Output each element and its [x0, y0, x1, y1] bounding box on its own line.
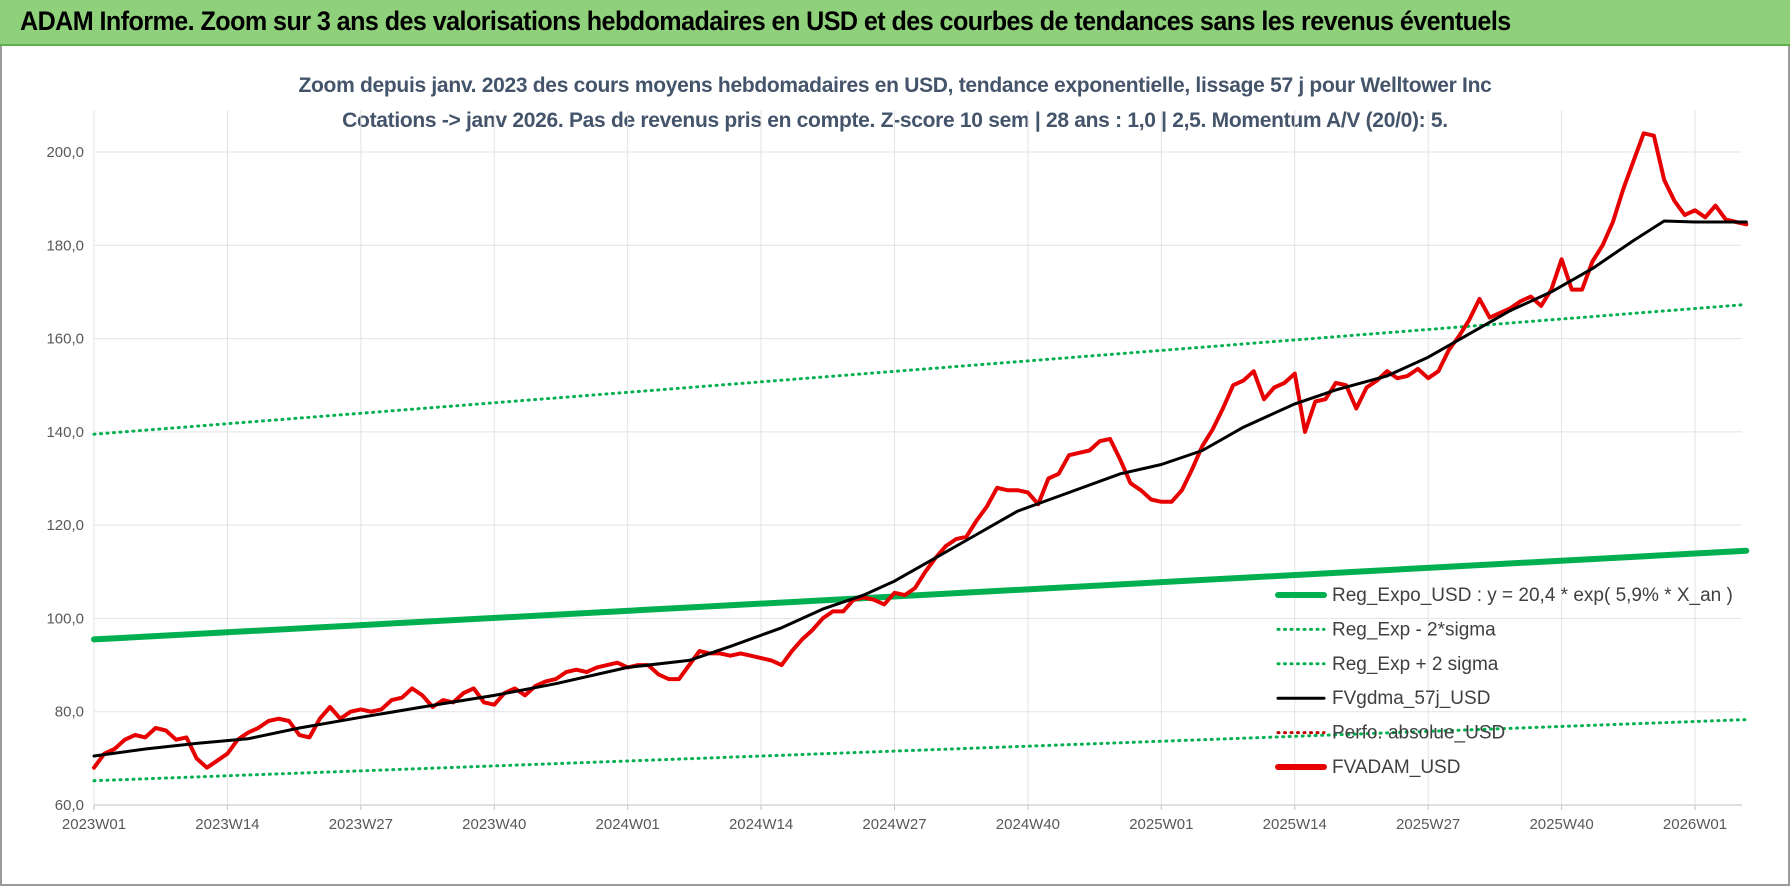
x-tick-label: 2026W01 [1663, 816, 1727, 833]
x-tick-label: 2025W27 [1396, 816, 1460, 833]
x-tick-label: 2023W01 [62, 816, 126, 833]
y-tick-label: 180,0 [46, 237, 84, 254]
series-line-0 [91, 547, 1750, 643]
series-line-1 [92, 718, 1748, 783]
x-tick-label: 2023W40 [462, 816, 526, 833]
x-tick-label: 2023W27 [329, 816, 393, 833]
x-tick-label: 2023W14 [195, 816, 259, 833]
y-tick-label: 60,0 [55, 797, 84, 814]
legend-label: Reg_Exp - 2*sigma [1332, 619, 1496, 640]
y-tick-label: 160,0 [46, 331, 84, 348]
x-tick-label: 2025W40 [1529, 816, 1593, 833]
legend-label: Reg_Expo_USD : y = 20,4 * exp( 5,9% * X_… [1332, 585, 1733, 606]
chart-subtitle: Cotations -> janv 2026. Pas de revenus p… [342, 109, 1448, 132]
x-tick-label: 2025W01 [1129, 816, 1193, 833]
header-banner: ADAM Informe. Zoom sur 3 ans des valoris… [0, 0, 1790, 46]
legend: Reg_Expo_USD : y = 20,4 * exp( 5,9% * X_… [1275, 585, 1733, 778]
series-line-2 [92, 303, 1748, 436]
y-tick-label: 80,0 [55, 704, 84, 721]
series-line-3 [92, 219, 1748, 758]
y-tick-label: 200,0 [46, 144, 84, 161]
y-tick-label: 140,0 [46, 424, 84, 441]
y-tick-label: 100,0 [46, 610, 84, 627]
banner-title: ADAM Informe. Zoom sur 3 ans des valoris… [20, 6, 1511, 36]
grid [93, 110, 1742, 806]
series-line-5 [92, 131, 1749, 770]
x-tick-label: 2024W40 [996, 816, 1060, 833]
axes: 60,0 80,0 100,0 120,0 140,0 160,0 180,0 200,0 20… [46, 144, 1727, 833]
series-lines [91, 131, 1750, 783]
x-tick-label: 2024W01 [596, 816, 660, 833]
x-tick-label: 2025W14 [1263, 816, 1327, 833]
y-tick-label: 120,0 [46, 517, 84, 534]
legend-label: FVgdma_57j_USD [1332, 688, 1490, 709]
x-tick-label: 2024W14 [729, 816, 793, 833]
legend-label: FVADAM_USD [1332, 757, 1460, 778]
chart-title: Zoom depuis janv. 2023 des cours moyens … [298, 74, 1492, 97]
legend-label: Reg_Exp + 2 sigma [1332, 654, 1499, 675]
x-tick-label: 2024W27 [862, 816, 926, 833]
legend-label: Perfo. absolue_USD [1332, 723, 1505, 744]
